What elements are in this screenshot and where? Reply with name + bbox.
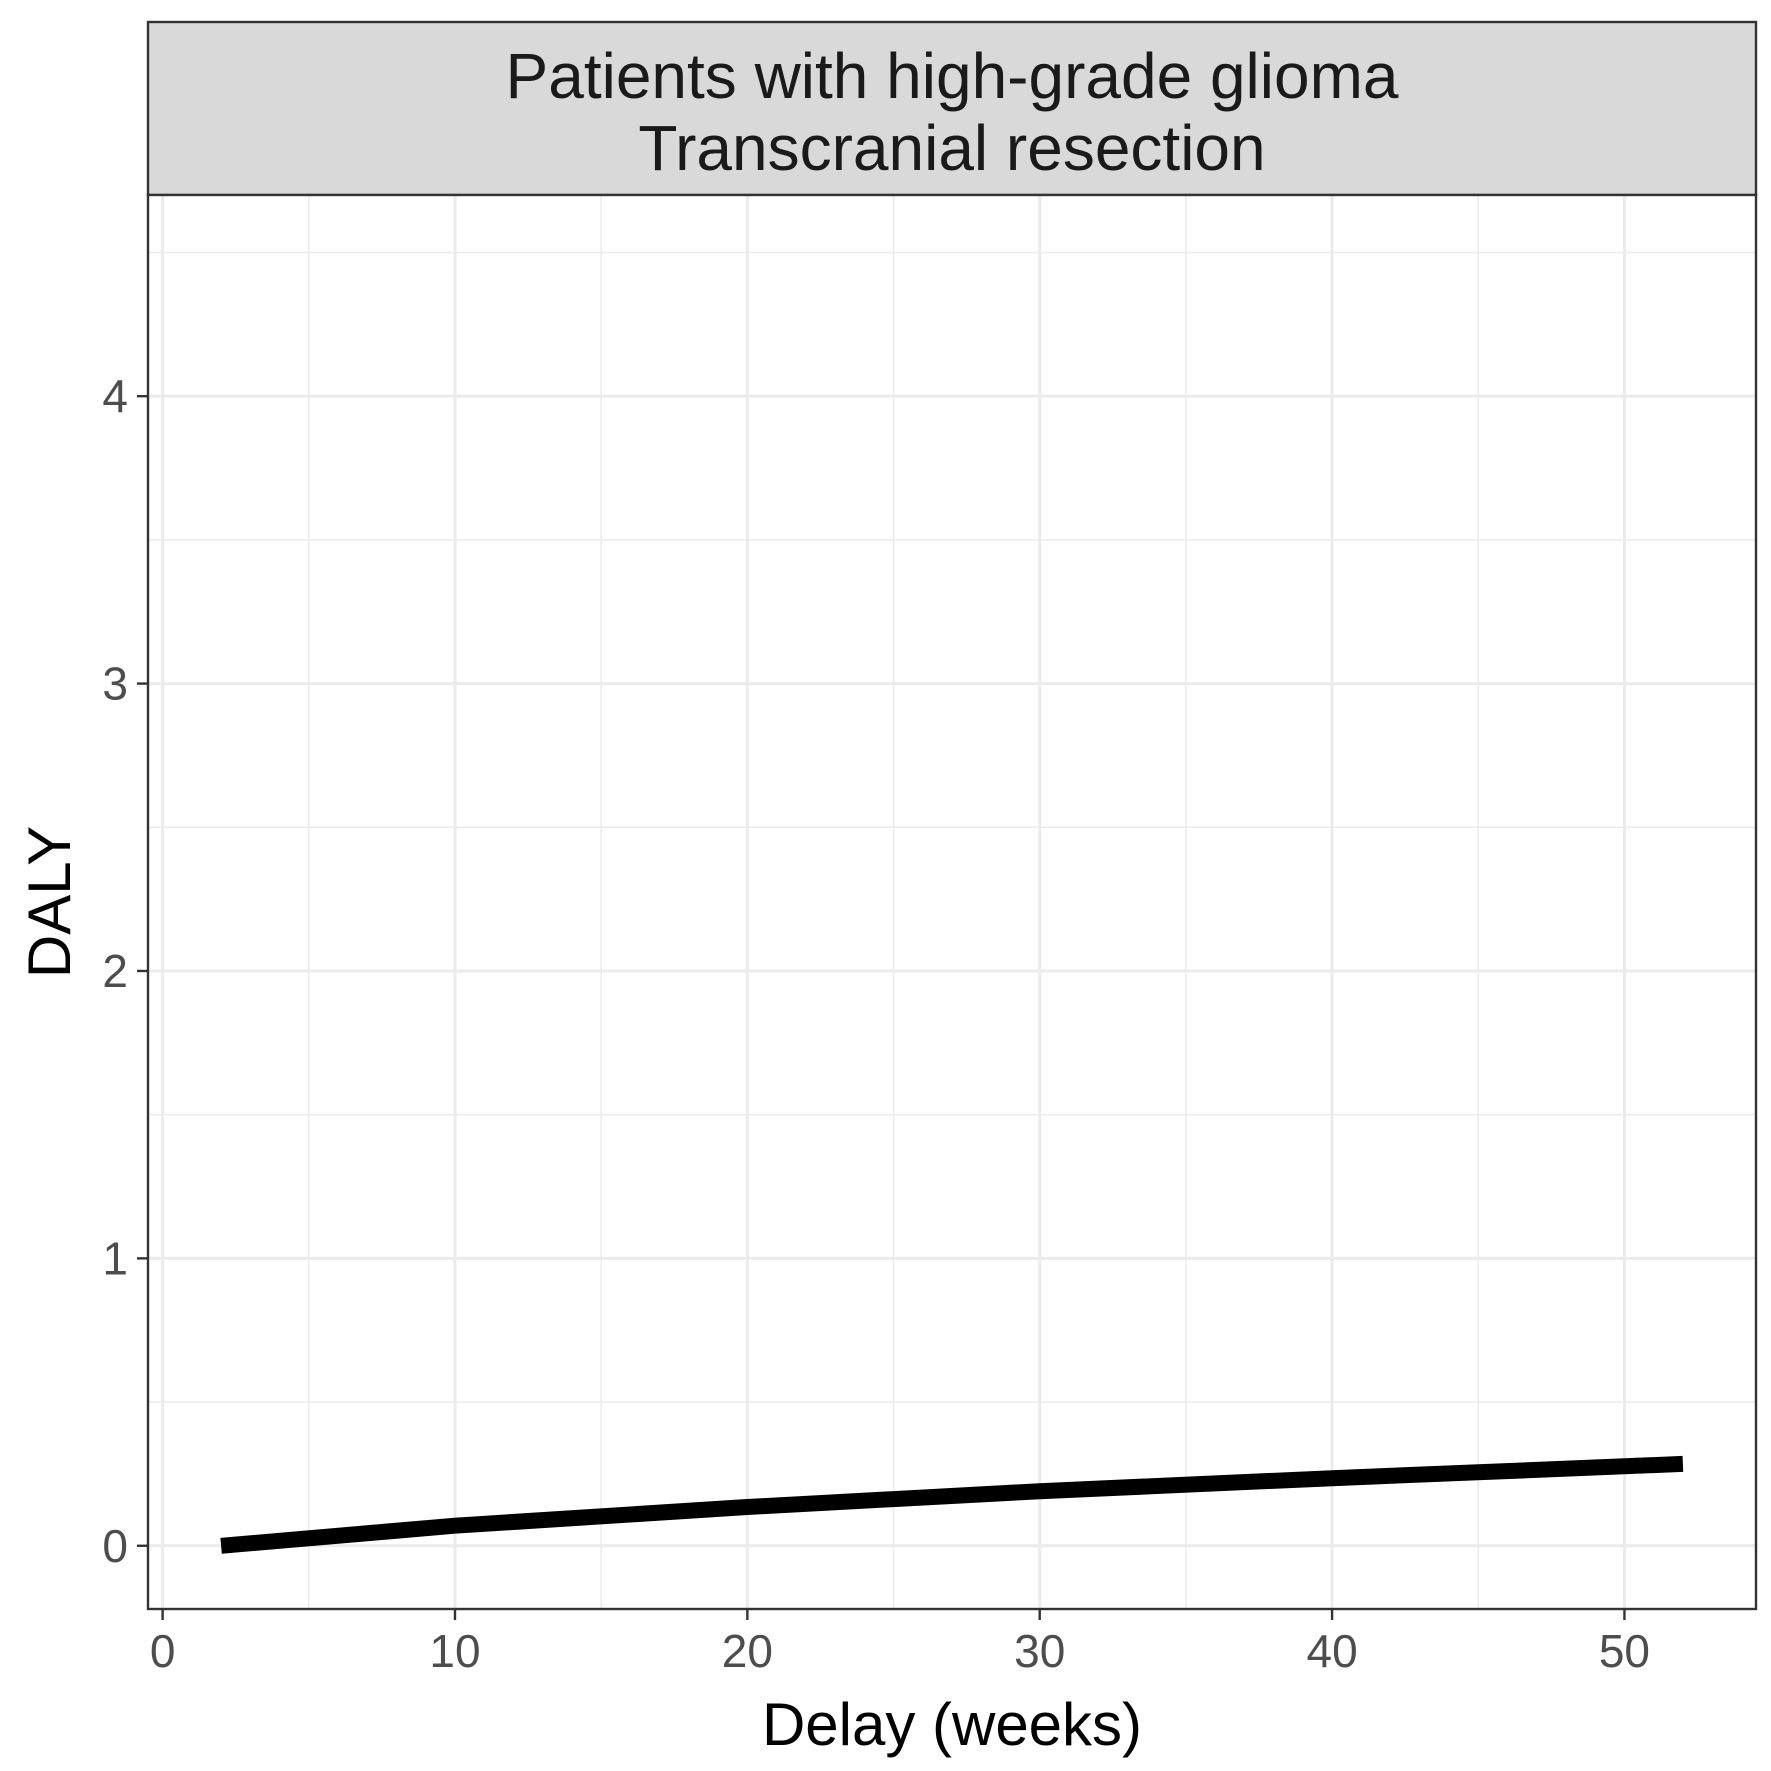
x-tick-label: 0 [150,1625,176,1677]
y-tick-label: 0 [102,1520,128,1572]
y-tick-label: 4 [102,370,128,422]
x-tick-label: 50 [1599,1625,1650,1677]
facet-label-line1: Patients with high-grade glioma [506,40,1399,112]
y-axis-title: DALY [16,826,83,978]
facet-strip [146,20,1758,197]
major-gridlines [148,195,1756,1609]
x-axis-title: Delay (weeks) [762,1691,1142,1758]
series-line [220,1455,1684,1554]
y-axis: 0 1 2 3 4 [102,370,148,1572]
minor-gridlines [148,195,1756,1609]
y-tick-label: 1 [102,1232,128,1284]
facet-label-line2: Transcranial resection [638,112,1265,184]
x-tick-label: 40 [1306,1625,1357,1677]
panel-border [146,193,1758,1611]
x-tick-label: 10 [429,1625,480,1677]
x-axis: 0 10 20 30 40 50 [150,1609,1650,1677]
y-tick-label: 2 [102,945,128,997]
x-tick-label: 30 [1014,1625,1065,1677]
y-tick-label: 3 [102,658,128,710]
plot-panel [148,195,1756,1609]
series-layer [220,1455,1684,1554]
x-tick-label: 20 [722,1625,773,1677]
